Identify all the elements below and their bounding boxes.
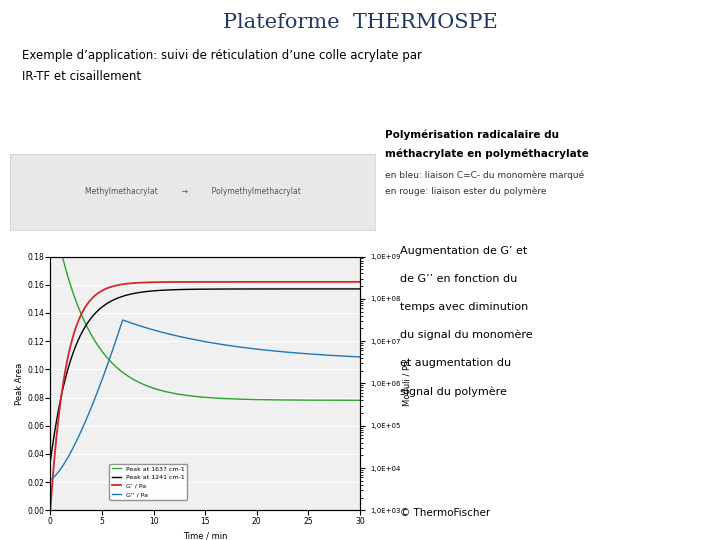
Text: de G’’ en fonction du: de G’’ en fonction du (400, 274, 517, 284)
Text: signal du polymère: signal du polymère (400, 386, 506, 396)
Text: en bleu: liaison C=C- du monomère marqué: en bleu: liaison C=C- du monomère marqué (385, 170, 585, 180)
Text: Augmentation de G’ et: Augmentation de G’ et (400, 246, 527, 256)
Text: Polymérisation radicalaire du: Polymérisation radicalaire du (385, 130, 559, 140)
Text: IR-TF et cisaillement: IR-TF et cisaillement (22, 70, 140, 83)
Text: © ThermoFischer: © ThermoFischer (400, 508, 490, 518)
Text: du signal du monomère: du signal du monomère (400, 330, 532, 340)
Y-axis label: Peak Area: Peak Area (15, 362, 24, 404)
Text: et augmentation du: et augmentation du (400, 358, 510, 368)
X-axis label: Time / min: Time / min (183, 531, 228, 540)
Text: Plateforme  THERMOSPE: Plateforme THERMOSPE (222, 14, 498, 32)
Text: en rouge: liaison ester du polymère: en rouge: liaison ester du polymère (385, 186, 546, 196)
Y-axis label: Moduli / Pa: Moduli / Pa (403, 361, 412, 406)
Text: Exemple d’application: suivi de réticulation d’une colle acrylate par: Exemple d’application: suivi de réticula… (22, 49, 422, 62)
Text: méthacrylate en polyméthacrylate: méthacrylate en polyméthacrylate (385, 148, 589, 159)
Text: Methylmethacrylat          →          Polymethylmethacrylat: Methylmethacrylat → Polymethylmethacryla… (85, 187, 300, 196)
Legend: Peak at 1637 cm-1, Peak at 1241 cm-1, G' / Pa, G'' / Pa: Peak at 1637 cm-1, Peak at 1241 cm-1, G'… (109, 464, 187, 500)
Text: temps avec diminution: temps avec diminution (400, 302, 528, 312)
